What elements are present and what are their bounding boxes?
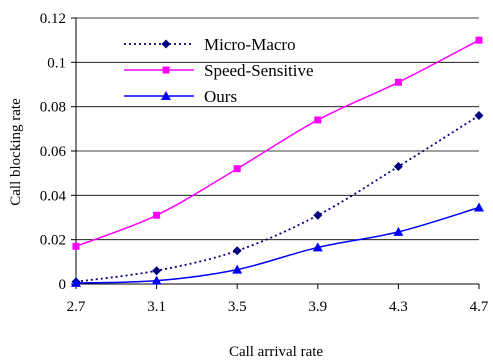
series-speed-sensitive (72, 36, 483, 250)
legend-label-ours: Ours (204, 87, 237, 106)
data-point-micro-macro-1 (152, 266, 162, 276)
y-tick-label-3: 0.06 (40, 144, 67, 160)
data-point-micro-macro-2 (232, 246, 242, 256)
series-line-micro-macro (75, 114, 480, 283)
data-point-speed-sensitive-4 (394, 78, 402, 86)
legend-label-micro-macro: Micro-Macro (204, 35, 296, 54)
data-point-speed-sensitive-3 (314, 116, 322, 124)
data-point-ours-0 (71, 277, 81, 287)
y-axis-label: Call blocking rate (8, 98, 24, 206)
data-point-ours-5 (474, 202, 484, 212)
x-tick-label-5: 4.7 (470, 299, 489, 315)
x-tick-label-1: 3.1 (147, 299, 166, 315)
y-tick-label-2: 0.04 (40, 188, 67, 204)
series-ours (71, 202, 484, 287)
legend-marker-micro-macro (161, 39, 171, 49)
x-tick-label-0: 2.7 (67, 299, 86, 315)
x-tick-label-3: 3.9 (308, 299, 327, 315)
y-tick-label-0: 0 (59, 277, 67, 293)
series-line-speed-sensitive (75, 39, 480, 248)
x-tick-label-2: 3.5 (228, 299, 247, 315)
data-point-ours-4 (393, 226, 404, 236)
axes (71, 17, 480, 289)
legend-label-speed-sensitive: Speed-Sensitive (204, 61, 314, 80)
data-point-speed-sensitive-2 (233, 165, 241, 173)
data-point-ours-1 (151, 275, 162, 285)
x-tick-label-4: 4.3 (389, 299, 408, 315)
data-point-micro-macro-3 (313, 210, 323, 220)
series-line-ours (75, 206, 480, 284)
data-point-micro-macro-5 (474, 111, 484, 121)
y-tick-label-1: 0.02 (40, 233, 66, 249)
legend: Micro-Macro Speed-Sensitive Ours (124, 35, 314, 106)
data-point-speed-sensitive-1 (153, 211, 161, 219)
data-point-speed-sensitive-0 (72, 242, 80, 250)
series-micro-macro (71, 111, 484, 287)
x-axis-label: Call arrival rate (229, 344, 323, 360)
legend-item-speed-sensitive: Speed-Sensitive (124, 61, 314, 80)
legend-marker-speed-sensitive (162, 66, 170, 74)
data-point-micro-macro-4 (393, 162, 403, 172)
gridlines (76, 17, 479, 241)
y-tick-label-4: 0.08 (40, 100, 66, 116)
data-point-speed-sensitive-5 (475, 36, 483, 44)
legend-item-ours: Ours (124, 87, 237, 106)
data-point-ours-3 (312, 242, 323, 252)
legend-item-micro-macro: Micro-Macro (124, 35, 296, 54)
tick-labels: 0 0.02 0.04 0.06 0.08 0.1 0.12 2.7 3.1 3.5 3.9 4.3 4… (40, 11, 489, 315)
series-layer (71, 36, 484, 287)
y-tick-label-6: 0.12 (40, 11, 66, 27)
y-tick-label-5: 0.1 (47, 55, 66, 71)
legend-marker-ours (161, 91, 171, 100)
data-point-ours-2 (232, 264, 243, 274)
